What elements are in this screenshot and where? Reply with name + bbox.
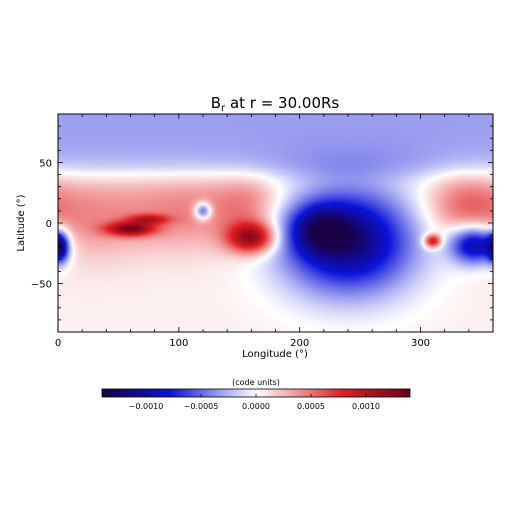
x-tick-label: 200 [290,338,309,349]
chart-title: Br at r = 30.00Rs [211,94,340,114]
x-tick-label: 300 [411,338,430,349]
x-tick-label: 100 [169,338,188,349]
colorbar-tick-label: −0.0005 [184,402,219,411]
colorbar-tick-label: 0.0005 [297,402,325,411]
y-axis: −50 0 50 [31,125,493,321]
heatmap [58,114,493,332]
colorbar-tick-label: 0.0010 [352,402,380,411]
colorbar [102,389,410,397]
y-tick-label: 0 [46,219,52,230]
y-tick-label: 50 [39,158,52,169]
x-tick-label: 0 [55,338,61,349]
colorbar-tick-label: −0.0010 [129,402,164,411]
colorbar-ticks: −0.0010 −0.0005 0.0000 0.0005 0.0010 [129,394,380,411]
x-axis: 0 100 200 300 [55,114,494,349]
y-tick-label: −50 [31,280,52,291]
x-axis-label: Longitude (°) [242,349,308,360]
y-axis-label: Latitude (°) [16,194,27,251]
colorbar-label: (code units) [232,378,280,387]
colorbar-tick-label: 0.0000 [242,402,270,411]
